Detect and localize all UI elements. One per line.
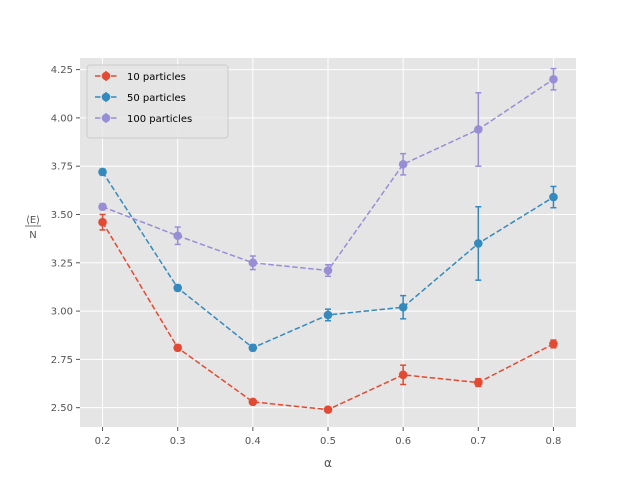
- x-axis: 0.2 0.3 0.4 0.5 0.6 0.7 0.8: [95, 427, 562, 447]
- legend-box: [86, 64, 229, 139]
- data-point: [474, 239, 483, 248]
- y-axis-label-denominator: N: [29, 230, 36, 241]
- data-point: [98, 217, 107, 227]
- x-tick-label: 0.7: [470, 436, 486, 447]
- data-point: [248, 258, 258, 268]
- legend-item: 50 particles: [95, 92, 186, 104]
- data-point: [549, 192, 558, 202]
- data-point: [549, 339, 558, 349]
- data-point: [474, 378, 483, 387]
- data-point: [323, 266, 333, 275]
- data-point: [173, 231, 182, 241]
- legend-label: 10 particles: [127, 72, 186, 83]
- legend-swatch-marker: [101, 113, 111, 123]
- data-point: [398, 302, 408, 312]
- x-axis-label: α: [324, 456, 332, 470]
- data-point: [323, 310, 333, 320]
- x-tick-label: 0.3: [170, 436, 186, 447]
- y-tick-label: 4.00: [51, 113, 73, 124]
- y-tick-label: 2.75: [51, 355, 73, 366]
- y-tick-label: 3.00: [51, 307, 73, 318]
- y-tick-label: 3.25: [51, 258, 73, 269]
- data-point: [248, 397, 258, 407]
- y-axis-label-numerator: ⟨E⟩: [26, 215, 40, 226]
- data-point: [248, 343, 258, 353]
- series-layer: [98, 67, 558, 414]
- x-tick-label: 0.6: [395, 436, 411, 447]
- data-point: [398, 159, 408, 169]
- data-point: [323, 405, 333, 414]
- data-point: [474, 125, 483, 134]
- legend-item: 100 particles: [95, 113, 192, 125]
- legend-item: 10 particles: [95, 71, 186, 83]
- data-point: [398, 370, 408, 380]
- legend-label: 50 particles: [127, 93, 186, 104]
- data-point: [173, 343, 182, 353]
- data-point: [549, 74, 558, 84]
- legend-swatch-marker: [101, 71, 111, 81]
- series-3: [98, 67, 558, 278]
- y-axis: 2.50 2.75 3.00 3.25 3.50 3.75 4.00 4.25: [51, 65, 80, 414]
- series-2: [98, 167, 558, 353]
- legend-label: 100 particles: [127, 114, 192, 125]
- y-tick-label: 3.50: [51, 210, 73, 221]
- y-tick-label: 3.75: [51, 162, 73, 173]
- y-tick-label: 4.25: [51, 65, 73, 76]
- y-axis-label: ⟨E⟩ N: [25, 215, 41, 241]
- x-tick-label: 0.2: [95, 436, 111, 447]
- series-1: [98, 213, 558, 414]
- data-point: [98, 202, 107, 212]
- data-point: [173, 283, 182, 293]
- x-tick-label: 0.4: [245, 436, 261, 447]
- x-tick-label: 0.8: [546, 436, 562, 447]
- x-tick-label: 0.5: [320, 436, 336, 447]
- data-point: [98, 167, 107, 177]
- legend: 10 particles 50 particles 100 particles: [86, 64, 229, 139]
- y-tick-label: 2.50: [51, 403, 73, 414]
- legend-swatch-marker: [101, 92, 111, 102]
